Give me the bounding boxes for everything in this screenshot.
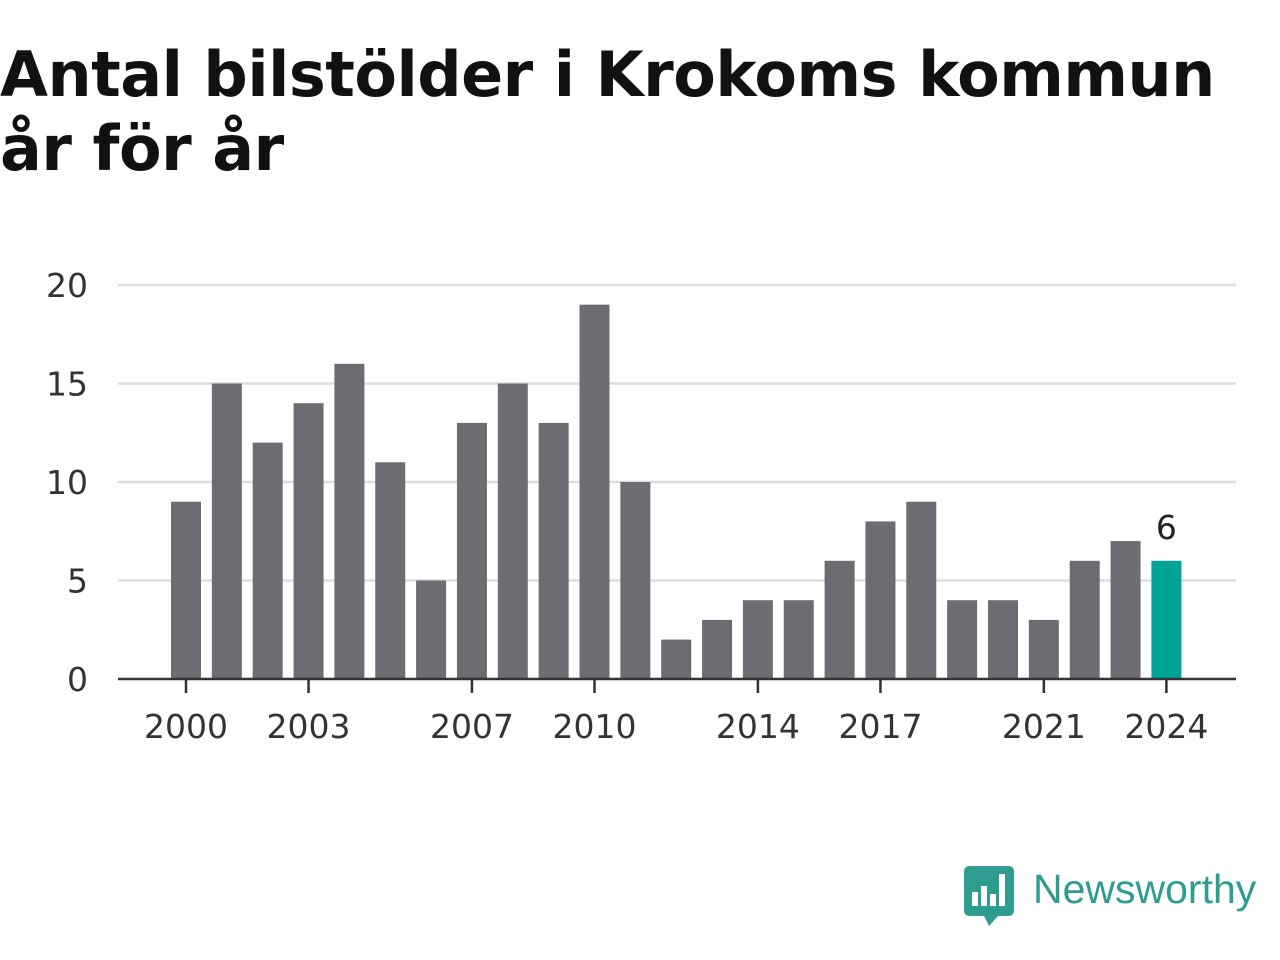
bar-2002 bbox=[252, 442, 283, 679]
chart-bubble-icon bbox=[964, 866, 1014, 926]
y-tick-label: 5 bbox=[67, 562, 88, 601]
bar-2021 bbox=[1028, 619, 1059, 679]
bar-2020 bbox=[988, 600, 1018, 679]
bar-2001 bbox=[211, 383, 242, 679]
bar-2012 bbox=[661, 639, 692, 679]
chart-title: Antal bilstölder i Krokoms kommun år för… bbox=[0, 38, 1215, 185]
bar-2010 bbox=[579, 304, 610, 679]
bar-2023 bbox=[1110, 541, 1141, 679]
x-tick-label: 2024 bbox=[1124, 707, 1208, 746]
bar-2003 bbox=[293, 403, 324, 679]
x-axis-ticks: 2000 2003 2007 2010 2014 2017 2021 2024 bbox=[144, 679, 1208, 746]
x-tick-label: 2010 bbox=[553, 707, 637, 746]
x-tick-label: 2017 bbox=[838, 707, 922, 746]
bar-2011 bbox=[620, 482, 651, 679]
x-tick-label: 2007 bbox=[430, 707, 514, 746]
bar-2004 bbox=[334, 363, 365, 679]
bar-chart: 0 5 10 15 20 2000 2003 2007 2010 2014 2017 2021 202… bbox=[46, 266, 1236, 746]
gridlines bbox=[118, 283, 1236, 582]
bar-2019 bbox=[947, 600, 978, 679]
bar-2000 bbox=[171, 501, 201, 679]
y-tick-label: 20 bbox=[46, 266, 88, 305]
newsworthy-logo: Newsworthy bbox=[964, 864, 1280, 928]
x-tick-label: 2000 bbox=[144, 707, 228, 746]
bars bbox=[171, 304, 1182, 679]
bar-2005 bbox=[375, 462, 406, 679]
x-tick-label: 2021 bbox=[1002, 707, 1086, 746]
y-tick-label: 10 bbox=[46, 463, 88, 502]
x-tick-label: 2003 bbox=[267, 707, 351, 746]
y-tick-label: 0 bbox=[67, 660, 88, 699]
bar-2014 bbox=[742, 600, 773, 679]
bar-2013 bbox=[702, 619, 733, 679]
bar-2022 bbox=[1069, 560, 1100, 679]
y-axis-ticks: 0 5 10 15 20 bbox=[46, 266, 88, 699]
x-tick-label: 2014 bbox=[716, 707, 800, 746]
bar-2006 bbox=[416, 580, 447, 679]
bar-2018 bbox=[906, 501, 937, 679]
data-labels: 6 bbox=[1156, 508, 1177, 547]
bar-2016 bbox=[824, 560, 855, 679]
bar-2009 bbox=[538, 422, 569, 679]
bar-2024 bbox=[1151, 560, 1182, 679]
bar-2017 bbox=[865, 521, 896, 679]
brand-name: Newsworthy bbox=[1033, 866, 1257, 912]
data-label: 6 bbox=[1156, 508, 1177, 547]
y-tick-label: 15 bbox=[46, 365, 88, 404]
bar-2008 bbox=[497, 383, 528, 679]
bar-2007 bbox=[456, 422, 487, 679]
bar-2015 bbox=[783, 600, 814, 679]
